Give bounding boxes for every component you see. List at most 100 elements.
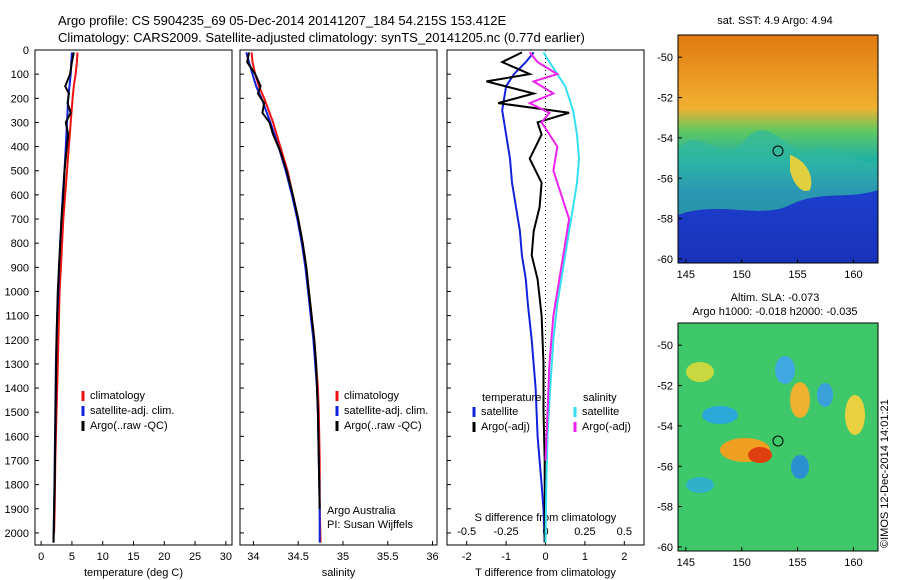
map-ytick-label: -58 bbox=[657, 502, 673, 514]
map-xtick-label: 150 bbox=[733, 557, 751, 569]
temp-ytick-label: 1000 bbox=[5, 286, 29, 298]
sal-xtick-label: 35.5 bbox=[377, 551, 398, 563]
temp-ytick-label: 1900 bbox=[5, 504, 29, 516]
map-ytick-label: -50 bbox=[657, 340, 673, 352]
temp-ytick-label: 900 bbox=[11, 262, 29, 274]
temp-ytick-label: 200 bbox=[11, 93, 29, 105]
sla-argo-marker bbox=[772, 435, 784, 447]
sla-low-4 bbox=[791, 455, 809, 479]
sla-high-5 bbox=[845, 395, 865, 435]
sal-legend-label: satellite-adj. clim. bbox=[344, 405, 428, 417]
temp-ytick-label: 1400 bbox=[5, 383, 29, 395]
sst-map-frame bbox=[677, 34, 879, 264]
diff-xtick-label: 1 bbox=[582, 551, 588, 563]
temp-ytick-label: 0 bbox=[23, 45, 29, 57]
temp-series-argo-raw-qc- bbox=[52, 52, 75, 543]
temp-xtick-label: 15 bbox=[127, 551, 139, 563]
map-xtick-label: 155 bbox=[788, 269, 806, 281]
temp-ytick-label: 100 bbox=[11, 69, 29, 81]
map-ytick-label: -60 bbox=[657, 542, 673, 554]
map-xtick-label: 155 bbox=[788, 557, 806, 569]
sla-high-1 bbox=[686, 362, 714, 382]
map-ytick-label: -52 bbox=[657, 381, 673, 393]
diff-legend-left-title: temperature bbox=[482, 392, 541, 404]
credit-text: ©IMOS 12-Dec-2014 14:01:21 bbox=[879, 399, 891, 548]
diff-series-temperature-argo-adj- bbox=[486, 51, 570, 543]
sst-map-axes: 145 150 155 160 -50 -52 -54 -56 -58 -60 bbox=[657, 52, 863, 281]
sla-map: Altim. SLA: -0.073 Argo h1000: -0.018 h2… bbox=[657, 292, 879, 569]
sst-map-title: sat. SST: 4.9 Argo: 4.94 bbox=[717, 15, 833, 27]
temp-xtick-label: 10 bbox=[97, 551, 109, 563]
sal-legend-label: climatology bbox=[344, 390, 400, 402]
map-ytick-label: -60 bbox=[657, 254, 673, 266]
diff-series-salinity-satellite bbox=[542, 51, 581, 543]
temp-xlabel: temperature (deg C) bbox=[84, 567, 183, 579]
temp-legend-label: Argo(..raw -QC) bbox=[90, 420, 168, 432]
sla-map-axes: 145 150 155 160 -50 -52 -54 -56 -58 -60 bbox=[657, 340, 863, 569]
sla-field bbox=[678, 323, 878, 551]
header-line-2: Climatology: CARS2009. Satellite-adjuste… bbox=[58, 30, 585, 45]
header-line-1: Argo profile: CS 5904235_69 05-Dec-2014 … bbox=[58, 13, 506, 28]
diff-legend-right-label: satellite bbox=[582, 406, 619, 418]
diff-xtick-label: 0 bbox=[542, 551, 548, 563]
temp-ytick-label: 1300 bbox=[5, 359, 29, 371]
temp-xtick-label: 30 bbox=[220, 551, 232, 563]
diff-x2tick-label: 0.5 bbox=[617, 526, 632, 538]
sla-high-3 bbox=[748, 447, 772, 463]
sal-xtick-label: 34 bbox=[247, 551, 259, 563]
map-ytick-label: -54 bbox=[657, 421, 673, 433]
temp-legend-label: satellite-adj. clim. bbox=[90, 405, 174, 417]
map-ytick-label: -56 bbox=[657, 173, 673, 185]
diff-xtick-label: -1 bbox=[501, 551, 511, 563]
temp-xtick-label: 5 bbox=[69, 551, 75, 563]
diff-series-salinity-argo-adj- bbox=[527, 51, 571, 461]
temp-ytick-label: 400 bbox=[11, 142, 29, 154]
sal-legend-label: Argo(..raw -QC) bbox=[344, 420, 422, 432]
map-ytick-label: -52 bbox=[657, 93, 673, 105]
map-xtick-label: 145 bbox=[677, 557, 695, 569]
map-xtick-label: 160 bbox=[844, 269, 862, 281]
temp-ytick-label: 700 bbox=[11, 214, 29, 226]
sal-xtick-label: 34.5 bbox=[287, 551, 308, 563]
sst-front bbox=[678, 130, 878, 215]
sla-low-2 bbox=[775, 356, 795, 384]
temperature-panel: 0 5 10 15 20 25 30 temperature (deg C) 0 100 200 30… bbox=[5, 45, 233, 579]
salinity-annotation: PI: Susan Wijffels bbox=[327, 519, 413, 531]
map-xtick-label: 150 bbox=[733, 269, 751, 281]
map-ytick-label: -50 bbox=[657, 52, 673, 64]
sla-low-5 bbox=[686, 477, 714, 493]
sal-series-argo-raw-qc- bbox=[246, 52, 321, 509]
map-ytick-label: -54 bbox=[657, 133, 673, 145]
temp-ytick-label: 600 bbox=[11, 190, 29, 202]
temp-xtick-label: 25 bbox=[189, 551, 201, 563]
temp-ytick-label: 1200 bbox=[5, 335, 29, 347]
temp-ytick-label: 1800 bbox=[5, 480, 29, 492]
diff-x2tick-label: -0.5 bbox=[457, 526, 476, 538]
sal-xlabel: salinity bbox=[322, 567, 356, 579]
map-xtick-label: 160 bbox=[844, 557, 862, 569]
sla-map-frame bbox=[677, 322, 879, 552]
sla-low-1 bbox=[702, 406, 738, 424]
map-ytick-label: -58 bbox=[657, 214, 673, 226]
map-xtick-label: 145 bbox=[677, 269, 695, 281]
sst-argo-marker bbox=[772, 145, 784, 157]
temp-legend-label: climatology bbox=[90, 390, 146, 402]
diff-legend-right-label: Argo(-adj) bbox=[582, 421, 631, 433]
diff-x2tick-label: -0.25 bbox=[494, 526, 519, 538]
sla-high-4 bbox=[790, 382, 810, 418]
temp-ytick-label: 1500 bbox=[5, 407, 29, 419]
sla-low-3 bbox=[817, 383, 833, 407]
diff-x2tick-label: 0.25 bbox=[574, 526, 595, 538]
sst-map: sat. SST: 4.9 Argo: 4.94 145 150 155 160 -50… bbox=[657, 15, 879, 281]
temp-ytick-label: 1700 bbox=[5, 455, 29, 467]
sst-warm-tongue bbox=[790, 155, 812, 191]
sal-xtick-label: 35 bbox=[337, 551, 349, 563]
temp-ytick-label: 1100 bbox=[5, 311, 29, 323]
temp-plot-frame bbox=[34, 49, 233, 546]
sal-xtick-label: 36 bbox=[426, 551, 438, 563]
temp-ytick-label: 800 bbox=[11, 238, 29, 250]
diff-xlabel: T difference from climatology bbox=[475, 567, 616, 579]
diff-series-temperature-satellite bbox=[501, 51, 546, 543]
temp-ytick-label: 300 bbox=[11, 117, 29, 129]
temp-xtick-label: 0 bbox=[38, 551, 44, 563]
